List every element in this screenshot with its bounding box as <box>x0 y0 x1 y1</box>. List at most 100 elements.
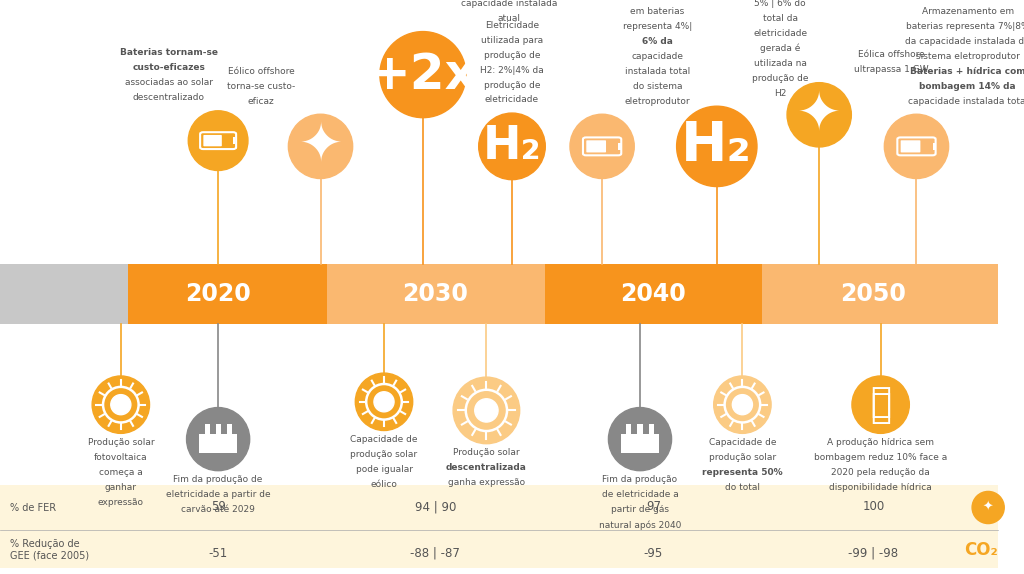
Bar <box>618 143 621 150</box>
Text: expressão: expressão <box>98 498 143 507</box>
Bar <box>327 264 545 324</box>
Text: eficaz: eficaz <box>248 96 274 106</box>
Text: Capacidade de: Capacidade de <box>350 435 418 444</box>
Ellipse shape <box>677 106 757 187</box>
FancyBboxPatch shape <box>204 135 222 146</box>
Text: -51: -51 <box>209 547 227 560</box>
Text: natural após 2040: natural após 2040 <box>599 520 681 530</box>
Text: % Redução de
GEE (face 2005): % Redução de GEE (face 2005) <box>10 539 89 561</box>
Bar <box>0 264 128 324</box>
Ellipse shape <box>380 32 466 118</box>
Text: -95: -95 <box>644 547 663 560</box>
Text: 2050: 2050 <box>841 282 906 306</box>
Bar <box>933 143 935 150</box>
Text: torna-se custo-: torna-se custo- <box>227 82 295 91</box>
Bar <box>545 264 762 324</box>
Text: H₂: H₂ <box>681 119 753 173</box>
Text: baterias representa 7%|8%: baterias representa 7%|8% <box>906 22 1024 31</box>
Ellipse shape <box>787 83 851 147</box>
Text: eletricidade a partir de: eletricidade a partir de <box>166 490 270 499</box>
Text: 2020 pela redução da: 2020 pela redução da <box>831 468 930 477</box>
Text: 97: 97 <box>646 500 660 513</box>
Ellipse shape <box>289 114 352 179</box>
Text: produção de: produção de <box>483 80 541 90</box>
Text: A produção hídrica sem: A produção hídrica sem <box>827 438 934 447</box>
Text: 6% da: 6% da <box>642 37 673 46</box>
Text: +2x: +2x <box>369 51 477 99</box>
Text: da capacidade instalada do: da capacidade instalada do <box>905 37 1024 46</box>
Text: produção de: produção de <box>483 51 541 60</box>
Text: gerada é: gerada é <box>760 43 801 53</box>
Text: utilizada para: utilizada para <box>481 36 543 45</box>
Text: Eólica offshore: Eólica offshore <box>857 50 925 59</box>
Text: Produção solar: Produção solar <box>87 438 155 447</box>
Text: Baterias + hídrica com: Baterias + hídrica com <box>910 67 1024 76</box>
Text: carvão até 2029: carvão até 2029 <box>181 505 255 514</box>
Text: bombagem reduz 10% face a: bombagem reduz 10% face a <box>814 453 947 462</box>
FancyBboxPatch shape <box>901 140 921 153</box>
Ellipse shape <box>111 395 131 414</box>
Ellipse shape <box>188 111 248 170</box>
Ellipse shape <box>92 376 150 433</box>
Ellipse shape <box>972 491 1005 523</box>
Bar <box>233 137 236 144</box>
Text: em baterias: em baterias <box>631 7 684 16</box>
Ellipse shape <box>608 408 672 471</box>
Text: 94 | 90: 94 | 90 <box>415 500 456 513</box>
Text: 🏭: 🏭 <box>200 410 237 468</box>
Text: instalada total: instalada total <box>625 67 690 76</box>
Text: descentralizado: descentralizado <box>133 93 205 102</box>
Text: produção solar: produção solar <box>709 453 776 462</box>
Text: disponibilidade hídrica: disponibilidade hídrica <box>829 483 932 492</box>
Text: ganha expressão: ganha expressão <box>447 478 525 487</box>
Text: H2: 2%|4% da: H2: 2%|4% da <box>480 65 544 75</box>
Text: produção solar: produção solar <box>350 450 418 459</box>
Text: 100: 100 <box>862 500 885 513</box>
Text: 🏭: 🏭 <box>622 410 658 468</box>
Text: Eólico offshore: Eólico offshore <box>227 67 295 76</box>
Text: representa 4%|: representa 4%| <box>623 22 692 31</box>
Text: Baterias tornam-se: Baterias tornam-se <box>120 48 218 57</box>
Text: 5% | 6% do: 5% | 6% do <box>755 0 806 8</box>
Text: representa 50%: representa 50% <box>702 468 782 477</box>
Text: capacidade instalada: capacidade instalada <box>461 0 557 8</box>
Text: 2040: 2040 <box>621 282 686 306</box>
Ellipse shape <box>475 399 498 422</box>
Text: Eletricidade: Eletricidade <box>485 21 539 30</box>
Text: Fim da produção: Fim da produção <box>602 475 678 484</box>
Text: -99 | -98: -99 | -98 <box>849 547 898 560</box>
Text: 2030: 2030 <box>402 282 468 306</box>
Bar <box>226 424 231 435</box>
Text: H2: H2 <box>774 88 786 98</box>
Text: de eletricidade a: de eletricidade a <box>602 490 678 499</box>
Ellipse shape <box>355 373 413 430</box>
Bar <box>128 264 327 324</box>
Text: atual: atual <box>498 14 520 23</box>
Text: pode igualar: pode igualar <box>355 465 413 474</box>
Text: ✦: ✦ <box>797 89 842 141</box>
Bar <box>205 424 210 435</box>
Text: ultrapassa 1 GW: ultrapassa 1 GW <box>854 65 928 74</box>
Ellipse shape <box>374 391 394 412</box>
Text: custo-eficazes: custo-eficazes <box>132 63 206 72</box>
Text: ✦: ✦ <box>983 501 993 514</box>
Text: começa a: começa a <box>99 468 142 477</box>
Text: eólico: eólico <box>371 480 397 489</box>
Text: fotovoltaica: fotovoltaica <box>94 453 147 462</box>
Text: % de FER: % de FER <box>10 502 56 513</box>
Text: 〜: 〜 <box>870 390 891 425</box>
Bar <box>622 435 658 453</box>
Text: capacidade: capacidade <box>632 52 683 61</box>
Text: bombagem 14% da: bombagem 14% da <box>920 82 1016 91</box>
Text: Fim da produção de: Fim da produção de <box>173 475 263 484</box>
Ellipse shape <box>852 376 909 433</box>
Bar <box>638 424 642 435</box>
Text: Armazenamento: Armazenamento <box>620 0 695 1</box>
Text: Produção solar: Produção solar <box>453 448 520 457</box>
Text: 〜: 〜 <box>870 385 891 419</box>
Text: eletricidade: eletricidade <box>485 95 539 104</box>
Text: partir de gás: partir de gás <box>611 505 669 514</box>
Text: eletroprodutor: eletroprodutor <box>625 96 690 106</box>
Bar <box>200 435 237 453</box>
Text: total da: total da <box>763 14 798 23</box>
